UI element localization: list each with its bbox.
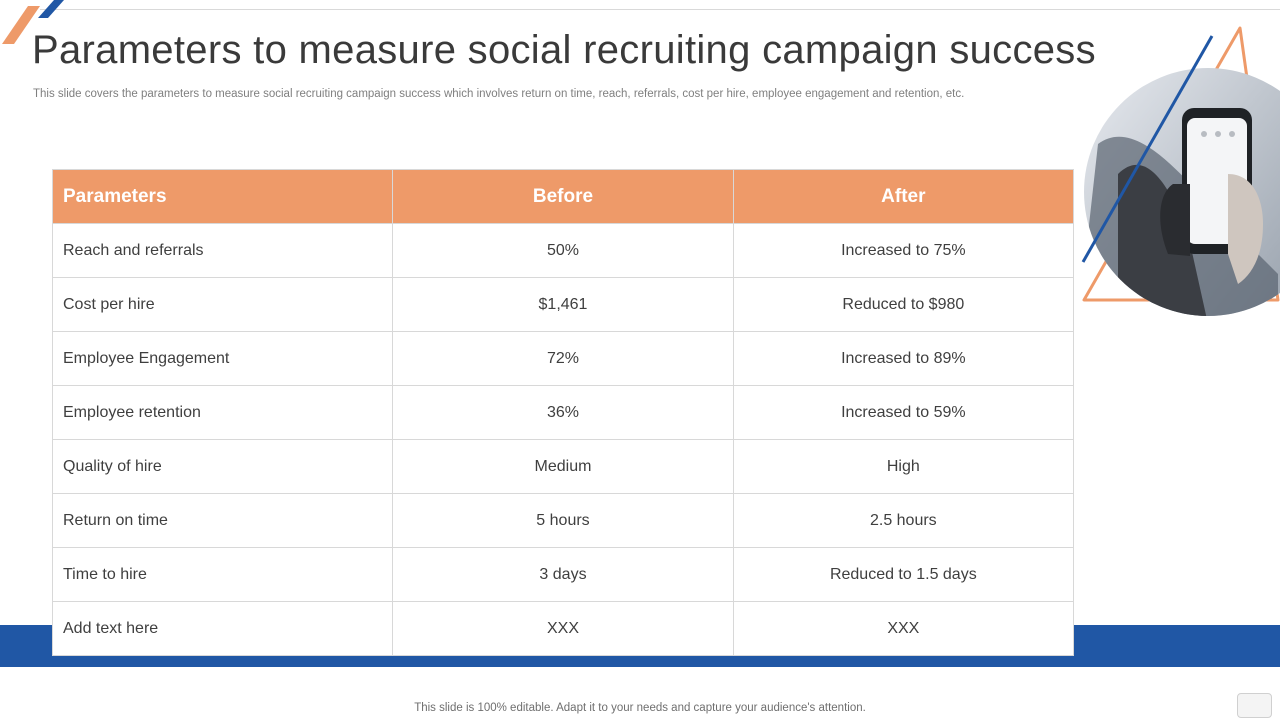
parameters-table: Parameters Before After Reach and referr… xyxy=(51,169,1075,656)
cell-after: Increased to 59% xyxy=(732,385,1075,440)
table-row: Reach and referrals 50% Increased to 75% xyxy=(51,223,1075,278)
cell-parameter: Reach and referrals xyxy=(51,223,394,278)
table-row: Quality of hire Medium High xyxy=(51,439,1075,494)
phone-photo-illustration xyxy=(1081,26,1280,316)
cell-after: High xyxy=(732,439,1075,494)
cell-before: 72% xyxy=(392,331,734,386)
cell-after: Reduced to $980 xyxy=(732,277,1075,332)
cell-parameter: Time to hire xyxy=(51,547,394,602)
cell-parameter: Return on time xyxy=(51,493,394,548)
cell-parameter: Employee retention xyxy=(51,385,394,440)
parameters-table-container: Parameters Before After Reach and referr… xyxy=(51,169,1075,656)
cell-parameter: Quality of hire xyxy=(51,439,394,494)
cell-before: 3 days xyxy=(392,547,734,602)
table-row: Employee Engagement 72% Increased to 89% xyxy=(51,331,1075,386)
cell-after: Increased to 89% xyxy=(732,331,1075,386)
top-divider-line xyxy=(40,9,1280,10)
slide-corner-button[interactable] xyxy=(1237,693,1272,718)
cell-after: 2.5 hours xyxy=(732,493,1075,548)
cell-before: Medium xyxy=(392,439,734,494)
header-after: After xyxy=(732,169,1075,224)
cell-before: 5 hours xyxy=(392,493,734,548)
page-title: Parameters to measure social recruiting … xyxy=(32,28,1096,72)
cell-after: Increased to 75% xyxy=(732,223,1075,278)
cell-before: 50% xyxy=(392,223,734,278)
cell-parameter: Cost per hire xyxy=(51,277,394,332)
cell-after: XXX xyxy=(732,601,1075,656)
header-before: Before xyxy=(392,169,734,224)
table-row: Cost per hire $1,461 Reduced to $980 xyxy=(51,277,1075,332)
cell-before: 36% xyxy=(392,385,734,440)
table-row: Return on time 5 hours 2.5 hours xyxy=(51,493,1075,548)
table-header-row: Parameters Before After xyxy=(51,169,1075,224)
page-subtitle: This slide covers the parameters to meas… xyxy=(33,88,965,100)
table-row: Add text here XXX XXX xyxy=(51,601,1075,656)
cell-after: Reduced to 1.5 days xyxy=(732,547,1075,602)
table-row: Employee retention 36% Increased to 59% xyxy=(51,385,1075,440)
cell-parameter: Employee Engagement xyxy=(51,331,394,386)
cell-before: $1,461 xyxy=(392,277,734,332)
corner-stripes-decoration xyxy=(2,0,64,44)
footer-note: This slide is 100% editable. Adapt it to… xyxy=(414,702,866,714)
cell-parameter: Add text here xyxy=(51,601,394,656)
cell-before: XXX xyxy=(392,601,734,656)
header-parameters: Parameters xyxy=(51,169,394,224)
table-row: Time to hire 3 days Reduced to 1.5 days xyxy=(51,547,1075,602)
